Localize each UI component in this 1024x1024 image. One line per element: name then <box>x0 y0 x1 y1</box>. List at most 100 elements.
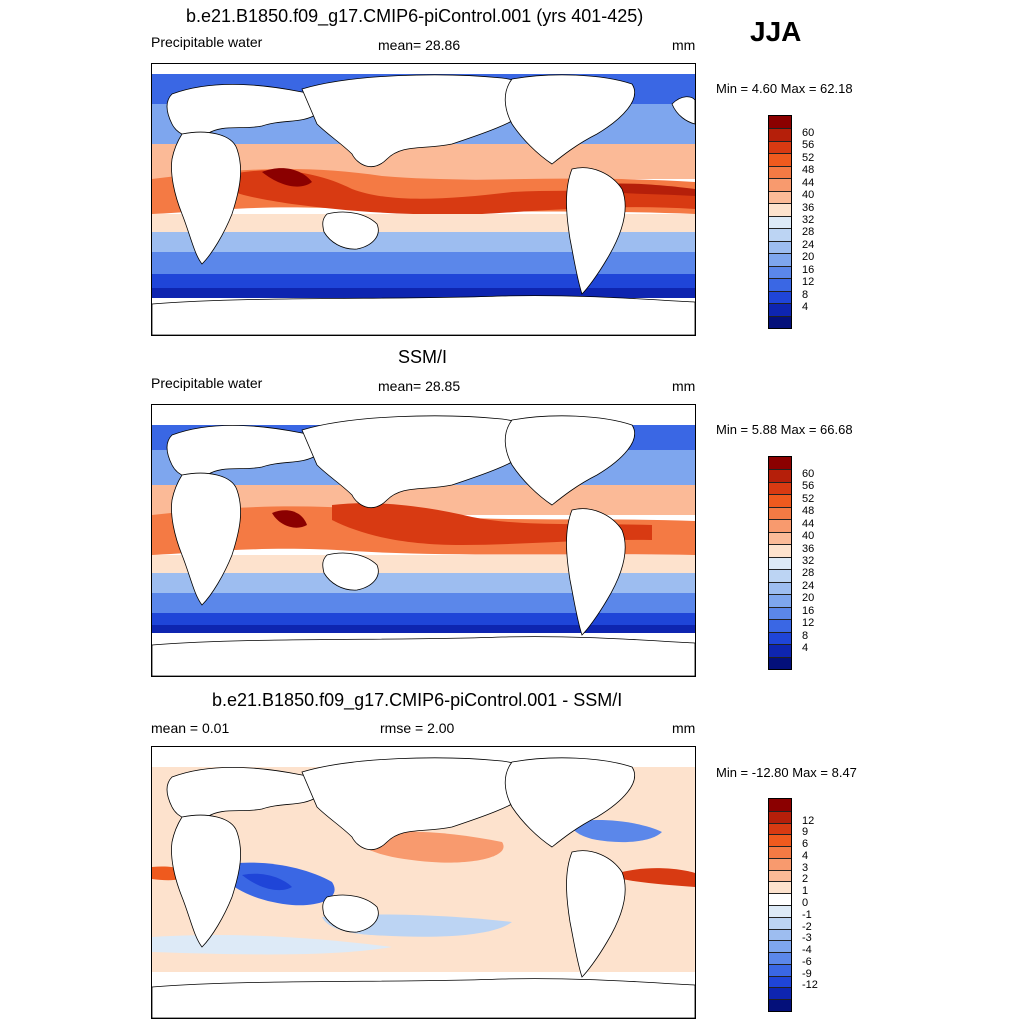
colorbar-tick-label: 60 <box>802 467 815 480</box>
colorbar-tick-label: 24 <box>802 579 815 592</box>
panel-3-units-label: mm <box>672 720 696 736</box>
colorbar-swatch <box>769 519 791 532</box>
colorbar-tick-label: 12 <box>802 617 815 630</box>
colorbar-swatch <box>769 846 791 858</box>
colorbar-tick-label: 48 <box>802 164 815 177</box>
panel-3-colorbar <box>768 798 792 1012</box>
colorbar-tick-label: 20 <box>802 592 815 605</box>
colorbar-swatch <box>769 987 791 1000</box>
colorbar-tick-label: 20 <box>802 251 815 264</box>
panel-1-field <box>152 74 695 335</box>
colorbar-tick-label: 60 <box>802 126 815 139</box>
colorbar-tick-label: 16 <box>802 263 815 276</box>
colorbar-swatch <box>769 153 791 166</box>
colorbar-swatch <box>769 799 791 811</box>
colorbar-swatch <box>769 265 791 279</box>
panel-1-variable-label: Precipitable water <box>151 34 263 50</box>
panel-3-rmse-label: rmse = 2.00 <box>380 720 455 736</box>
colorbar-tick-label: -4 <box>802 944 812 957</box>
colorbar-swatch <box>769 290 791 304</box>
panel-1-minmax: Min = 4.60 Max = 62.18 <box>716 81 853 96</box>
colorbar-tick-label: 16 <box>802 604 815 617</box>
colorbar-swatch <box>769 315 791 328</box>
colorbar-swatch <box>769 928 791 941</box>
colorbar-tick-label: 40 <box>802 530 815 543</box>
colorbar-tick-label: -3 <box>802 932 812 945</box>
panel-2-variable-label: Precipitable water <box>151 375 263 391</box>
colorbar-tick-label: 48 <box>802 505 815 518</box>
colorbar-swatch <box>769 834 791 847</box>
colorbar-swatch <box>769 481 791 495</box>
colorbar-swatch <box>769 999 791 1011</box>
colorbar-swatch <box>769 240 791 254</box>
panel-1-mean-label: mean= 28.86 <box>378 37 461 53</box>
colorbar-swatch <box>769 952 791 964</box>
colorbar-tick-label: -2 <box>802 920 812 933</box>
colorbar-swatch <box>769 531 791 545</box>
panel-2-field <box>152 405 695 676</box>
colorbar-swatch <box>769 556 791 570</box>
colorbar-tick-label: 36 <box>802 201 815 214</box>
panel-3-field <box>152 747 695 1018</box>
colorbar-tick-label: 4 <box>802 642 809 655</box>
colorbar-tick-label: 12 <box>802 814 815 827</box>
colorbar-swatch <box>769 128 791 141</box>
panel-2-map <box>151 404 696 677</box>
colorbar-swatch <box>769 178 791 191</box>
colorbar-swatch <box>769 857 791 870</box>
colorbar-tick-label: 9 <box>802 826 809 839</box>
colorbar-swatch <box>769 140 791 154</box>
colorbar-swatch <box>769 940 791 953</box>
colorbar-swatch <box>769 916 791 929</box>
colorbar-tick-label: 28 <box>802 567 815 580</box>
colorbar-tick-label: 52 <box>802 492 815 505</box>
colorbar-tick-label: -12 <box>802 979 818 992</box>
panel-3-map <box>151 746 696 1019</box>
colorbar-tick-label: 12 <box>802 276 815 289</box>
colorbar-swatch <box>769 975 791 988</box>
colorbar-swatch <box>769 228 791 241</box>
colorbar-tick-label: 8 <box>802 629 809 642</box>
colorbar-swatch <box>769 631 791 645</box>
colorbar-swatch <box>769 215 791 229</box>
colorbar-swatch <box>769 656 791 669</box>
colorbar-tick-label: 8 <box>802 288 809 301</box>
colorbar-tick-label: 4 <box>802 301 809 314</box>
colorbar-swatch <box>769 594 791 607</box>
panel-1-map <box>151 63 696 336</box>
panel-3-mean-label: mean = 0.01 <box>151 720 230 736</box>
colorbar-tick-label: 6 <box>802 838 809 851</box>
colorbar-swatch <box>769 303 791 316</box>
colorbar-tick-label: 2 <box>802 873 809 886</box>
colorbar-swatch <box>769 905 791 917</box>
colorbar-tick-label: 36 <box>802 542 815 555</box>
colorbar-swatch <box>769 869 791 882</box>
colorbar-tick-label: 24 <box>802 238 815 251</box>
colorbar-swatch <box>769 457 791 470</box>
panel-1-colorbar <box>768 115 792 329</box>
colorbar-tick-label: 32 <box>802 555 815 567</box>
colorbar-tick-label: 1 <box>802 885 809 898</box>
colorbar-swatch <box>769 506 791 520</box>
colorbar-tick-label: 28 <box>802 226 815 239</box>
colorbar-swatch <box>769 581 791 595</box>
colorbar-tick-label: 56 <box>802 139 815 152</box>
colorbar-swatch <box>769 810 791 823</box>
panel-3-minmax: Min = -12.80 Max = 8.47 <box>716 765 857 780</box>
colorbar-swatch <box>769 822 791 835</box>
colorbar-tick-label: 4 <box>802 849 809 862</box>
colorbar-swatch <box>769 278 791 291</box>
panel-2-units-label: mm <box>672 378 696 394</box>
colorbar-swatch <box>769 606 791 620</box>
colorbar-tick-label: 40 <box>802 189 815 202</box>
colorbar-swatch <box>769 253 791 266</box>
colorbar-tick-label: 0 <box>802 897 809 909</box>
panel-2-colorbar <box>768 456 792 670</box>
colorbar-swatch <box>769 469 791 482</box>
colorbar-swatch <box>769 569 791 582</box>
panel-1-units-label: mm <box>672 37 696 53</box>
panel-2-minmax: Min = 5.88 Max = 66.68 <box>716 422 853 437</box>
panel-1-title: b.e21.B1850.f09_g17.CMIP6-piControl.001 … <box>186 6 644 26</box>
panel-2-title: SSM/I <box>398 347 448 367</box>
colorbar-swatch <box>769 893 791 905</box>
